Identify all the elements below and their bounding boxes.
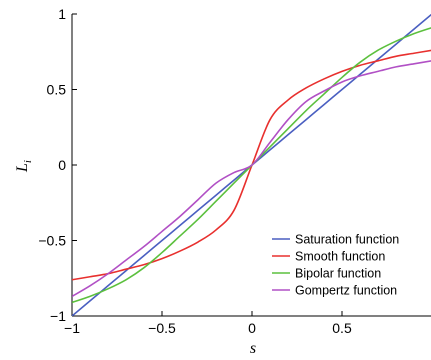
legend-label: Saturation function [295,233,399,247]
x-axis-label: s [250,340,256,357]
legend-label: Smooth function [295,250,385,264]
legend-label: Bipolar function [295,267,381,281]
y-axis-label-base: L [14,163,31,173]
x-tick-label: −0.5 [148,320,176,336]
y-axis-label: Li [14,160,34,173]
x-ticks: −1 −0.5 0 0.5 [64,311,352,336]
y-tick-label: 0 [58,157,66,173]
legend-label: Gompertz function [295,284,397,298]
legend: Saturation function Smooth function Bipola… [272,233,399,298]
axes: −1 −0.5 0 0.5 −1 −0.5 0 0.5 1 [38,6,431,336]
series-group [72,14,431,316]
x-tick-label: −1 [64,320,80,336]
y-tick-label: −0.5 [38,233,66,249]
y-tick-label: 0.5 [47,82,67,98]
series-line-gompertz [72,60,431,298]
y-axis-label-subscript: i [22,160,34,163]
y-tick-label: −1 [50,308,66,324]
x-tick-label: 0.5 [332,320,352,336]
x-tick-label: 0 [248,320,256,336]
y-tick-label: 1 [58,6,66,22]
y-ticks: −1 −0.5 0 0.5 1 [38,6,77,324]
